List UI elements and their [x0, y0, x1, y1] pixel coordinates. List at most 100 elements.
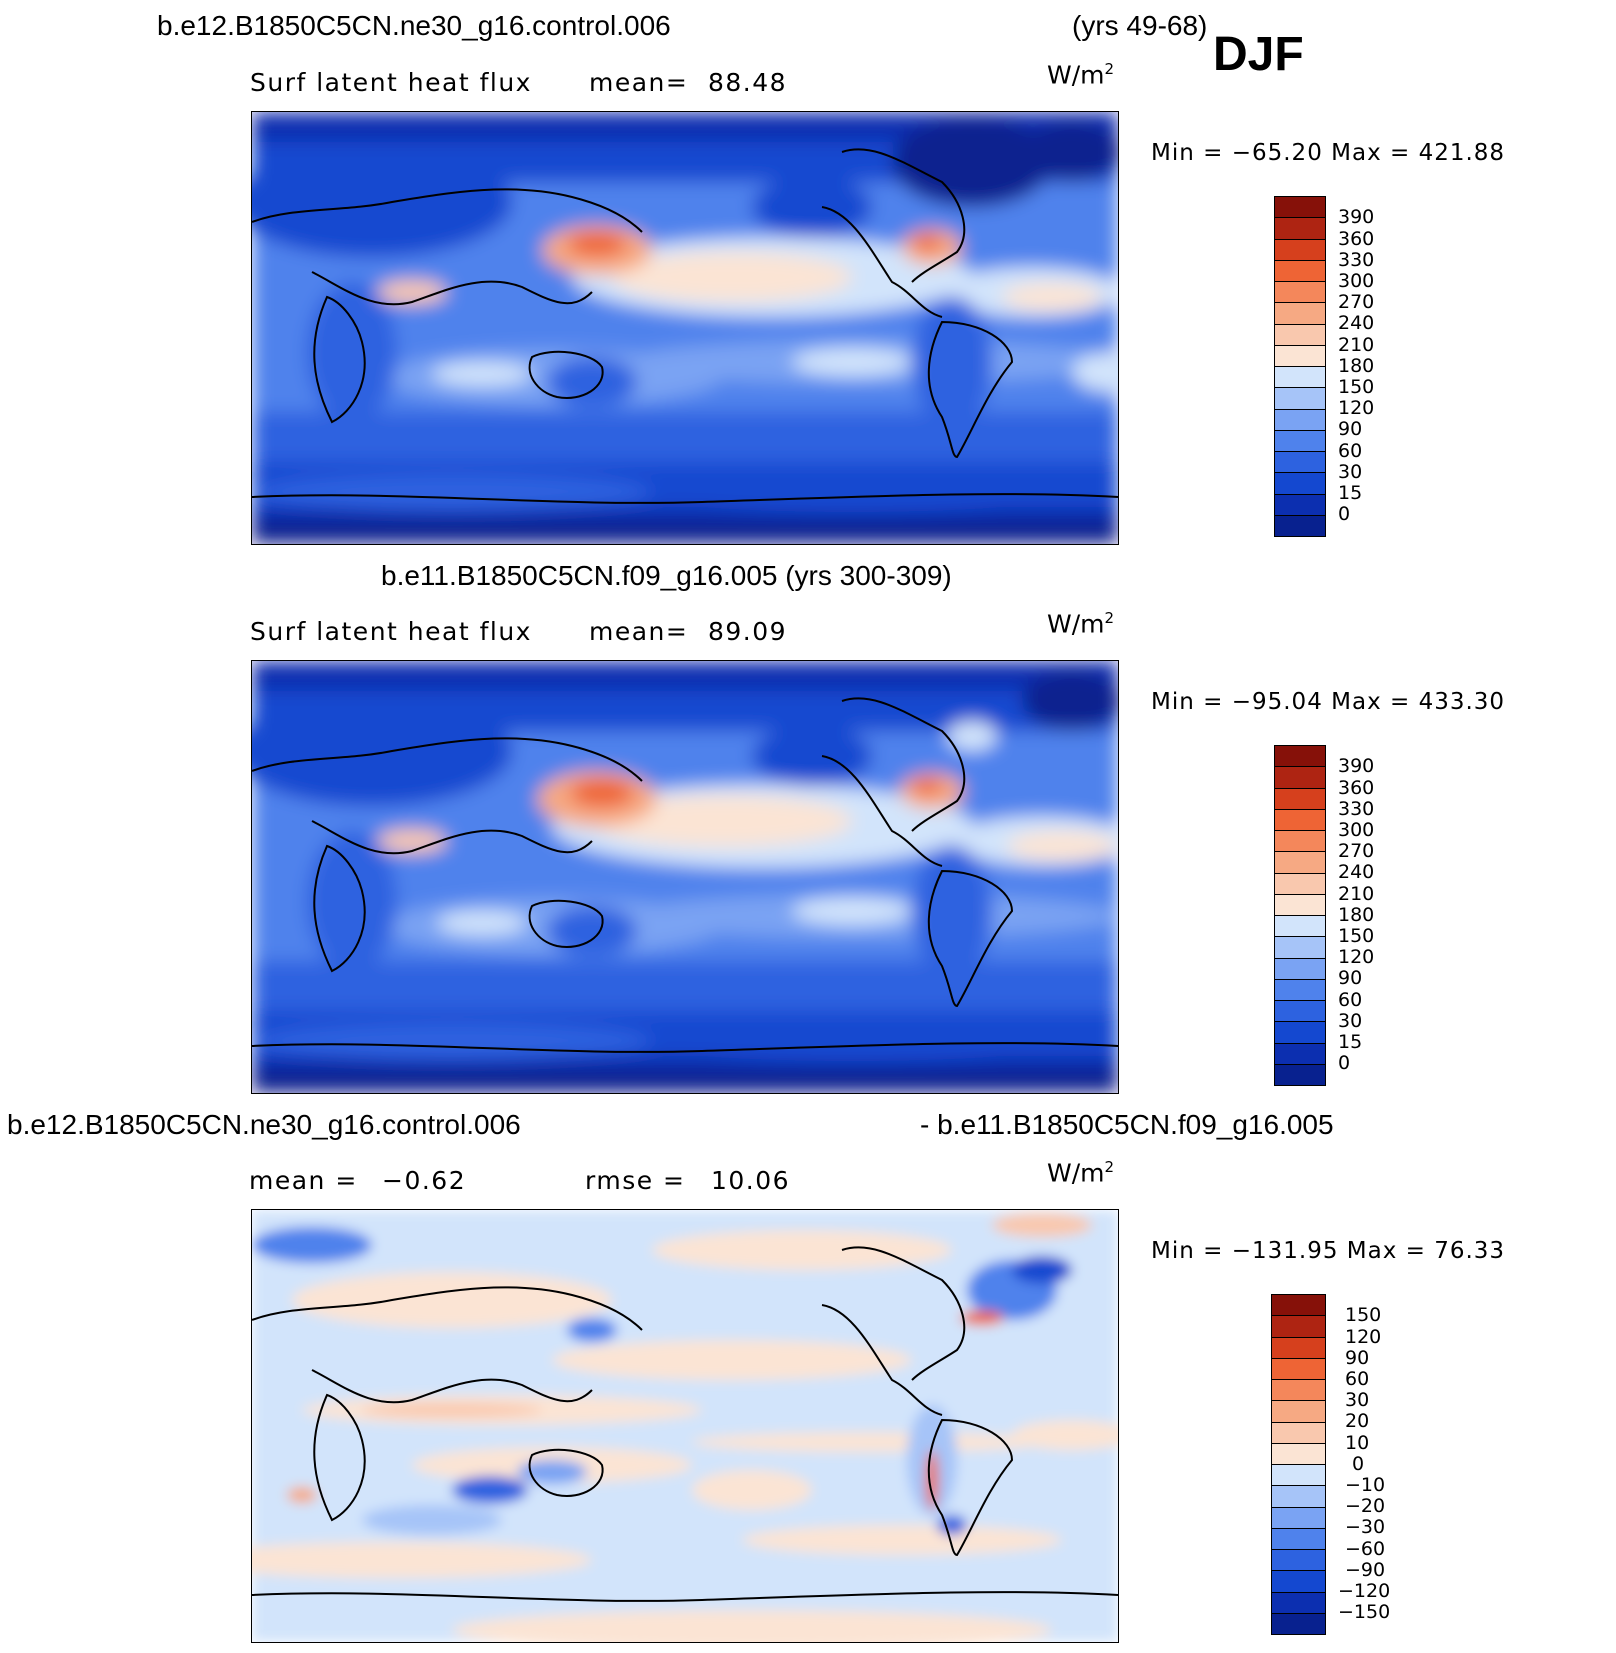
panel2-map	[251, 660, 1119, 1094]
panel1-colorbar-swatch	[1275, 323, 1325, 345]
panel2-colorbar-swatch	[1275, 1021, 1325, 1043]
panel2-colorbar-label: 210	[1338, 883, 1375, 905]
panel1-map-svg	[252, 112, 1118, 544]
panel2-colorbar-swatch	[1275, 1063, 1325, 1085]
panel2-colorbar-label: 180	[1338, 904, 1375, 926]
panel1-colorbar-label: 0	[1338, 503, 1351, 525]
panel3-colorbar-label: 120	[1345, 1326, 1382, 1348]
panel1-colorbar	[1274, 196, 1326, 537]
panel3-map-svg	[252, 1210, 1118, 1642]
panel2-minmax: Min = −95.04 Max = 433.30	[1151, 689, 1506, 715]
panel1-colorbar-label: 150	[1338, 376, 1375, 398]
panel3-colorbar-swatch	[1272, 1591, 1325, 1613]
panel3-colorbar-swatch	[1272, 1549, 1325, 1571]
panel1-mean-value: 88.48	[708, 68, 788, 97]
panel2-units: W/m2	[1047, 609, 1115, 639]
panel2-colorbar-label: 150	[1338, 925, 1375, 947]
panel3-colorbar-label: 10	[1345, 1432, 1370, 1454]
panel3-colorbar-swatch	[1272, 1485, 1325, 1507]
season-label: DJF	[1213, 28, 1304, 81]
panel1-colorbar-label: 90	[1338, 418, 1363, 440]
panel1-colorbar-label: 15	[1338, 482, 1363, 504]
panel1-colorbar-swatch	[1275, 366, 1325, 388]
panel1-colorbar-label: 120	[1338, 397, 1375, 419]
panel2-case-name: b.e11.B1850C5CN.f09_g16.005 (yrs 300-309…	[381, 560, 952, 591]
panel2-colorbar-swatch	[1275, 978, 1325, 1000]
panel3-colorbar-label: −20	[1345, 1495, 1386, 1517]
panel3-colorbar-swatch	[1272, 1612, 1325, 1634]
panel1-colorbar-swatch	[1275, 472, 1325, 494]
panel2-colorbar-swatch	[1275, 766, 1325, 788]
panel3-colorbar-swatch	[1272, 1400, 1325, 1422]
panel3-case-right: - b.e11.B1850C5CN.f09_g16.005	[920, 1109, 1334, 1140]
panel2-mean-value: 89.09	[708, 617, 788, 646]
panel3-colorbar-swatch	[1272, 1570, 1325, 1592]
panel3-colorbar-label: −90	[1345, 1559, 1386, 1581]
panel1-colorbar-swatch	[1275, 514, 1325, 536]
panel3-colorbar-label: −10	[1345, 1474, 1386, 1496]
panel2-mean-label: mean=	[589, 617, 689, 646]
panel3-colorbar-label: 0	[1352, 1453, 1365, 1475]
panel3-mean-label: mean =	[249, 1166, 358, 1195]
panel1-colorbar-label: 240	[1338, 312, 1375, 334]
panel1-units: W/m2	[1047, 60, 1115, 90]
panel2-colorbar-swatch	[1275, 957, 1325, 979]
panel1-colorbar-swatch	[1275, 451, 1325, 473]
panel2-map-svg	[252, 661, 1118, 1093]
panel3-colorbar-swatch	[1272, 1527, 1325, 1549]
panel3-colorbar-label: −60	[1345, 1538, 1386, 1560]
panel2-colorbar-swatch	[1275, 915, 1325, 937]
panel1-colorbar-swatch	[1275, 197, 1325, 218]
panel3-rmse-value: 10.06	[711, 1166, 791, 1195]
panel3-colorbar-swatch	[1272, 1357, 1325, 1379]
panel1-colorbar-swatch	[1275, 493, 1325, 515]
panel2-coastlines	[252, 697, 1118, 1053]
panel1-colorbar-label: 300	[1338, 270, 1375, 292]
panel1-colorbar-swatch	[1275, 387, 1325, 409]
panel1-colorbar-label: 390	[1338, 206, 1375, 228]
panel2-colorbar-label: 360	[1338, 777, 1375, 799]
panel1-colorbar-swatch	[1275, 217, 1325, 239]
panel2-colorbar-label: 270	[1338, 840, 1375, 862]
panel2-colorbar-swatch	[1275, 787, 1325, 809]
panel1-colorbar-swatch	[1275, 238, 1325, 260]
panel2-colorbar-label: 240	[1338, 861, 1375, 883]
panel1-colorbar-swatch	[1275, 259, 1325, 281]
panel3-colorbar-swatch	[1272, 1379, 1325, 1401]
panel3-units: W/m2	[1047, 1158, 1115, 1188]
panel2-colorbar-label: 30	[1338, 1010, 1363, 1032]
panel1-colorbar-swatch	[1275, 344, 1325, 366]
panel2-colorbar-swatch	[1275, 872, 1325, 894]
panel2-colorbar-swatch	[1275, 1000, 1325, 1022]
panel2-variable: Surf latent heat flux	[250, 617, 532, 646]
panel2-colorbar-swatch	[1275, 1042, 1325, 1064]
panel3-colorbar-swatch	[1272, 1421, 1325, 1443]
panel2-colorbar	[1274, 745, 1326, 1086]
case-name-top: b.e12.B1850C5CN.ne30_g16.control.006	[157, 10, 671, 41]
panel3-colorbar-swatch	[1272, 1315, 1325, 1337]
panel2-colorbar-swatch	[1275, 746, 1325, 767]
panel3-minmax: Min = −131.95 Max = 76.33	[1151, 1238, 1506, 1264]
panel1-variable: Surf latent heat flux	[250, 68, 532, 97]
panel3-map	[251, 1209, 1119, 1643]
panel3-coastlines	[252, 1246, 1118, 1602]
panel3-colorbar-label: 30	[1345, 1389, 1370, 1411]
panel1-colorbar-label: 270	[1338, 291, 1375, 313]
panel3-colorbar-label: 20	[1345, 1410, 1370, 1432]
panel1-map	[251, 111, 1119, 545]
panel3-colorbar-label: 150	[1345, 1304, 1382, 1326]
panel3-colorbar-swatch	[1272, 1442, 1325, 1464]
panel3-colorbar-label: −150	[1338, 1601, 1391, 1623]
panel2-colorbar-label: 15	[1338, 1031, 1363, 1053]
panel1-colorbar-label: 330	[1338, 249, 1375, 271]
panel1-colorbar-label: 360	[1338, 228, 1375, 250]
panel2-colorbar-label: 330	[1338, 798, 1375, 820]
panel2-colorbar-swatch	[1275, 830, 1325, 852]
panel3-rmse-label: rmse =	[585, 1166, 686, 1195]
panel2-colorbar-label: 390	[1338, 755, 1375, 777]
panel1-colorbar-swatch	[1275, 302, 1325, 324]
panel2-colorbar-label: 90	[1338, 967, 1363, 989]
panel2-colorbar-swatch	[1275, 936, 1325, 958]
panel3-colorbar-swatch	[1272, 1506, 1325, 1528]
panel3-colorbar-label: −30	[1345, 1516, 1386, 1538]
